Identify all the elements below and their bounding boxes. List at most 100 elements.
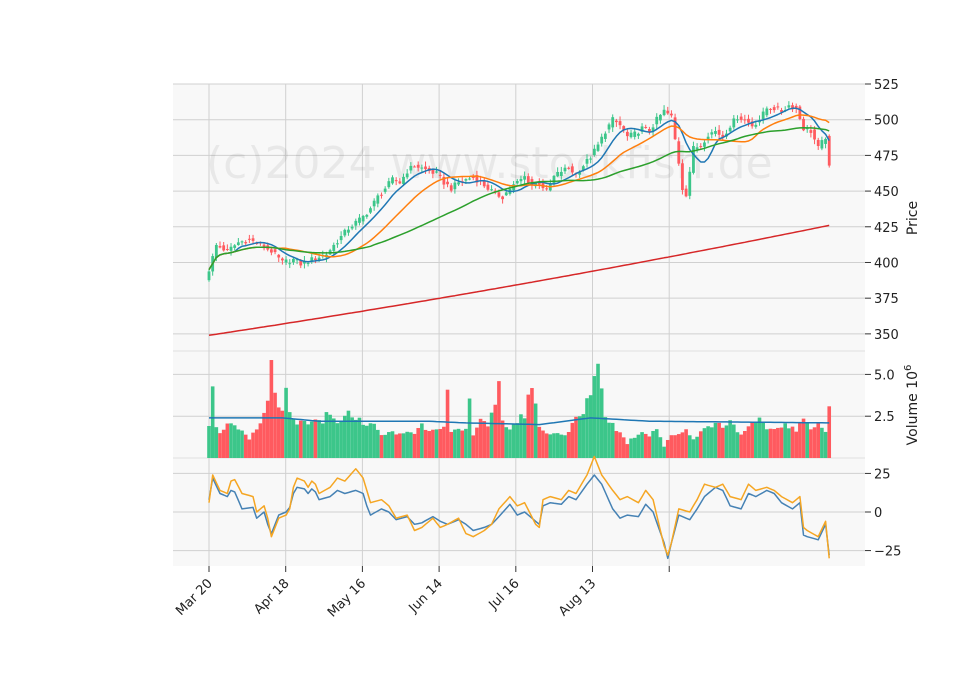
- volume-bar: [368, 423, 373, 458]
- candle-body: [442, 176, 446, 185]
- candle-body: [798, 106, 802, 120]
- volume-bar: [621, 437, 626, 458]
- volume-bar: [717, 422, 721, 458]
- candle-body: [618, 121, 622, 126]
- candle-body: [761, 111, 765, 120]
- candle-body: [739, 116, 743, 120]
- volume-bar: [493, 404, 498, 458]
- volume-bar: [629, 438, 633, 458]
- indicator-lines: [208, 107, 830, 560]
- candle-body: [229, 246, 233, 251]
- candle-body: [218, 246, 222, 248]
- candle-body: [820, 140, 824, 149]
- volume-bar: [559, 434, 564, 458]
- volume-bar: [761, 421, 765, 458]
- candle-body: [233, 245, 237, 248]
- candle-body: [281, 258, 284, 261]
- price-y-tick-label: 500: [874, 114, 899, 129]
- candle-body: [780, 110, 783, 113]
- volume-bar: [254, 429, 259, 458]
- volume-bar: [555, 433, 560, 458]
- candle-body: [292, 258, 295, 263]
- candle-body: [420, 167, 424, 169]
- candle-body: [515, 181, 519, 184]
- volume-bar: [698, 431, 703, 458]
- volume-y-tick-label: 2.5: [874, 410, 895, 425]
- candle-body: [236, 242, 240, 246]
- volume-bar: [409, 432, 413, 458]
- candle-body: [504, 192, 508, 196]
- candle-body: [277, 254, 281, 258]
- volume-bar: [482, 421, 487, 458]
- price-y-tick-label: 350: [874, 328, 899, 343]
- volume-bar: [680, 432, 685, 458]
- candle-body: [537, 182, 541, 185]
- candle-body: [339, 235, 343, 241]
- volume-bar: [453, 429, 457, 458]
- volume-bar: [805, 422, 810, 458]
- volume-bar: [577, 416, 582, 458]
- volume-bar: [515, 423, 520, 458]
- candle-body: [743, 119, 747, 121]
- volume-bar: [317, 420, 321, 458]
- volume-bar: [765, 429, 769, 458]
- candle-body: [413, 166, 416, 168]
- candle-body: [666, 110, 670, 114]
- candle-body: [717, 129, 721, 135]
- candle-body: [383, 188, 387, 192]
- volume-bar: [262, 412, 266, 458]
- candle-body: [214, 244, 218, 259]
- volume-bar: [673, 435, 677, 458]
- volume-bar: [445, 389, 450, 458]
- ma-fast-line: [208, 107, 830, 270]
- candle-body: [497, 192, 501, 197]
- volume-bar: [812, 427, 817, 458]
- price-y-tick-label: 400: [874, 256, 899, 271]
- volume-bar: [801, 418, 806, 458]
- candle-body: [310, 257, 314, 261]
- volume-bar: [361, 424, 365, 458]
- x-tick-label: Apr 18: [251, 576, 292, 617]
- candle-body: [225, 248, 229, 250]
- volume-bar: [456, 428, 461, 458]
- candle-body: [251, 238, 255, 241]
- candle-body: [358, 217, 361, 223]
- price-y-tick-label: 525: [874, 78, 899, 93]
- volume-bar: [365, 425, 369, 458]
- volume-bar: [783, 423, 787, 458]
- candle-body: [405, 173, 409, 178]
- candle-body: [772, 107, 776, 111]
- candle-body: [813, 129, 816, 140]
- volume-bar: [379, 435, 384, 458]
- candle-body: [563, 167, 567, 172]
- volume-bar: [335, 423, 340, 458]
- volume-bar: [225, 423, 230, 458]
- volume-bar: [236, 429, 241, 458]
- volume-bar: [735, 432, 740, 458]
- volume-bar: [614, 431, 619, 458]
- candle-body: [651, 127, 655, 131]
- volume-bar: [218, 433, 222, 458]
- candle-body: [765, 108, 769, 116]
- candle-body: [824, 138, 827, 144]
- candle-body: [791, 105, 794, 110]
- candle-body: [622, 126, 626, 131]
- volume-bar: [210, 386, 215, 458]
- candle-body: [416, 164, 420, 168]
- candle-body: [581, 166, 585, 171]
- candle-body: [559, 171, 563, 176]
- volume-bar: [500, 420, 505, 458]
- volume-bar: [798, 422, 802, 458]
- volume-bar: [676, 434, 681, 458]
- candle-body: [655, 116, 659, 125]
- volume-bar: [522, 418, 527, 458]
- volume-bar: [787, 428, 791, 458]
- candle-body: [273, 249, 277, 253]
- candle-body: [703, 142, 706, 147]
- volume-bar: [636, 434, 641, 458]
- candle-body: [247, 238, 251, 240]
- candle-body: [794, 105, 798, 109]
- candle-body: [391, 177, 394, 184]
- candle-body: [222, 245, 226, 251]
- volume-bar: [665, 439, 670, 458]
